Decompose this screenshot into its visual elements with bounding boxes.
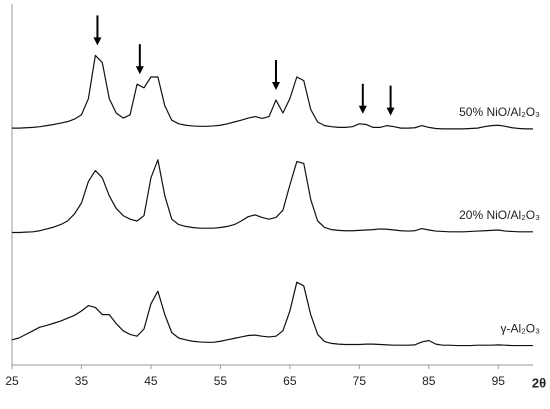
series-label: γ-Al₂O₃ bbox=[500, 322, 540, 336]
x-tick-label: 75 bbox=[353, 374, 367, 388]
x-axis-label: 2θ bbox=[532, 375, 546, 390]
series-label: 20% NiO/Al₂O₃ bbox=[459, 208, 540, 222]
series-label: 50% NiO/Al₂O₃ bbox=[459, 105, 540, 119]
x-tick-label: 25 bbox=[5, 374, 19, 388]
x-tick-label: 85 bbox=[422, 374, 436, 388]
x-tick-label: 95 bbox=[492, 374, 506, 388]
series-line bbox=[12, 159, 533, 234]
x-tick-label: 45 bbox=[144, 374, 158, 388]
peak-arrow bbox=[358, 83, 367, 114]
series-line bbox=[12, 54, 533, 130]
peak-arrow bbox=[271, 60, 280, 91]
x-tick-label: 35 bbox=[75, 374, 89, 388]
x-tick-label: 55 bbox=[214, 374, 228, 388]
peak-arrow bbox=[386, 85, 395, 116]
series-line bbox=[11, 281, 533, 347]
peak-arrow bbox=[93, 15, 102, 46]
peak-arrow bbox=[135, 44, 144, 75]
x-tick-label: 65 bbox=[283, 374, 297, 388]
